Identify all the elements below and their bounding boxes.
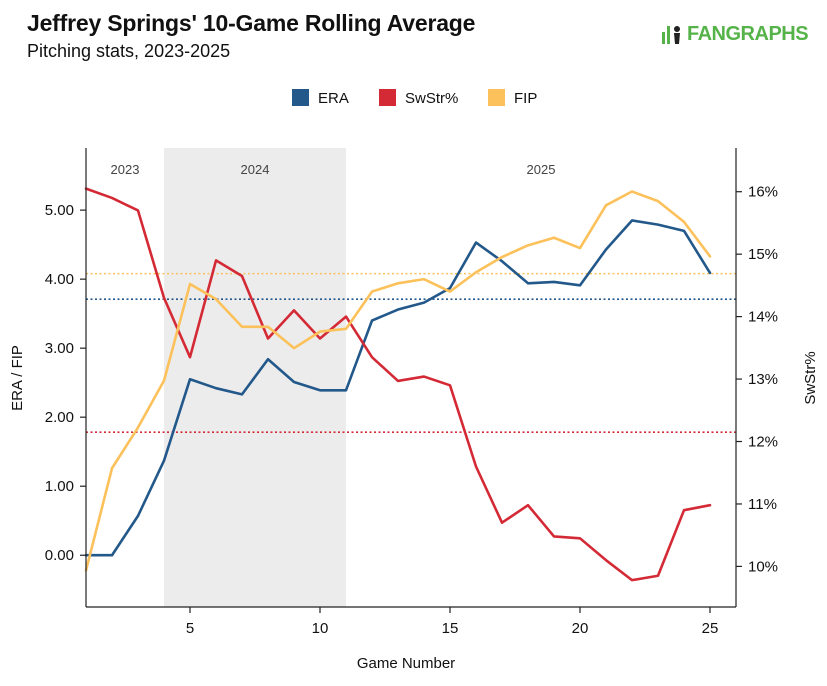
legend-fip-label: FIP [514,90,537,107]
y-right-tick-label: 14% [748,309,778,326]
legend: ERA SwStr% FIP [292,89,537,107]
x-axis-label: Game Number [357,655,455,672]
x-tick-label: 15 [442,620,459,637]
fangraphs-logo: FANGRAPHS [660,21,809,47]
y-axis-right-label: SwStr% [802,351,819,404]
x-tick-label: 20 [572,620,589,637]
y-left-tick-label: 3.00 [45,340,74,357]
series-line-fip [84,190,712,572]
fangraphs-logo-text: FANGRAPHS [687,22,809,45]
y-left-tick-label: 1.00 [45,478,74,495]
y-right-tick-label: 12% [748,434,778,451]
x-tick-label: 10 [312,620,329,637]
legend-fip-swatch [488,89,505,106]
x-tick-label: 25 [702,620,719,637]
legend-era-swatch [292,89,309,106]
fangraphs-logo-icon [662,26,680,44]
legend-era-label: ERA [318,90,349,107]
x-tick-label: 5 [186,620,194,637]
legend-swstr-swatch [379,89,396,106]
season-label-2023: 2023 [111,162,140,177]
y-right-tick-label: 16% [748,184,778,201]
y-right-tick-label: 11% [748,496,777,513]
y-left-tick-label: 2.00 [45,409,74,426]
y-left-tick-label: 5.00 [45,202,74,219]
y-left-tick-label: 4.00 [45,271,74,288]
series-line-era [84,219,712,557]
y-left-tick-label: 0.00 [45,547,74,564]
y-right-tick-label: 13% [748,371,778,388]
series-line-swstr [84,187,712,582]
season-label-2024: 2024 [241,162,270,177]
y-right-tick-label: 15% [748,246,778,263]
season-label-2025: 2025 [527,162,556,177]
chart-title: Jeffrey Springs' 10-Game Rolling Average [27,10,476,36]
y-axis-left-label: ERA / FIP [9,345,26,411]
y-right-tick-label: 10% [748,558,778,575]
chart-subtitle: Pitching stats, 2023-2025 [27,41,231,61]
legend-swstr-label: SwStr% [405,90,458,107]
